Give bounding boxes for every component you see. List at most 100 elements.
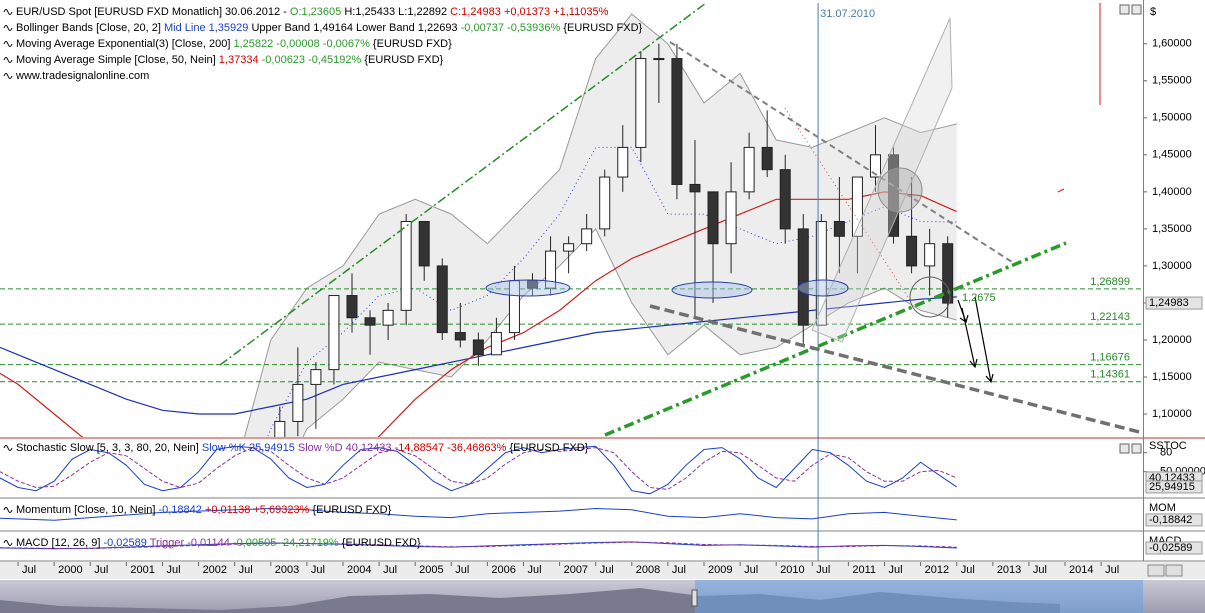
candle-body [472, 339, 484, 356]
y-tick-label: 1,35000 [1152, 223, 1192, 235]
x-tick-label: Jul [94, 564, 108, 576]
x-tick-label: 2000 [58, 564, 82, 576]
candle-body [797, 228, 809, 326]
x-tick-label: 2006 [491, 564, 515, 576]
level-label: 1,26899 [1090, 276, 1130, 288]
legend-text: -0,18842 [158, 504, 201, 516]
last-value-label: 1,24983 [1149, 297, 1189, 309]
legend-text: Moving Average Exponential(3) [Close, 20… [16, 38, 233, 50]
x-axis-strip [0, 562, 1205, 579]
legend-text: -0,00623 -0,45192% [259, 54, 362, 66]
navigator [0, 564, 1205, 613]
candle-body [436, 265, 448, 334]
x-tick-label: Jul [1033, 564, 1047, 576]
candle-body [274, 420, 286, 437]
y-tick-label: 1,55000 [1152, 75, 1192, 87]
channel [811, 17, 953, 343]
legend-icon [3, 41, 13, 47]
legend-entry: MACD [12, 26, 9] -0,02589 Trigger -0,011… [16, 537, 421, 549]
axis-unit: $ [1150, 6, 1156, 18]
legend-text: -0,02589 [103, 537, 146, 549]
y-tick-label: 1,30000 [1152, 260, 1192, 272]
indicator-line [0, 447, 957, 490]
close-button[interactable] [1131, 443, 1142, 454]
close-button[interactable] [1131, 4, 1142, 15]
ellipse [485, 279, 571, 297]
legend-text: Bollinger Bands [Close, 20, 2] [16, 22, 164, 34]
candle-body [617, 146, 629, 178]
y-tick-label: 80 [1160, 447, 1172, 459]
panel-label: SSTOC [1149, 440, 1187, 452]
candle-body [581, 228, 593, 245]
legend-text: {EURUSD FXD} [361, 54, 443, 66]
price-panel [0, 13, 1143, 437]
legend-text: www.tradesignalonline.com [15, 70, 149, 82]
legend-text: Moving Average Simple [Close, 50, Nein] [16, 54, 219, 66]
legend-icon [3, 73, 13, 79]
legend-text: -14,88547 -36,46863% [391, 442, 506, 454]
legend-text: Slow %K 25,94915 [202, 442, 295, 454]
x-tick-label: Jul [600, 564, 614, 576]
trend-line [649, 304, 1144, 435]
legend-entry: Bollinger Bands [Close, 20, 2] Mid Line … [16, 22, 643, 34]
ellipse [797, 279, 849, 297]
x-tick-label: 2013 [997, 564, 1021, 576]
legend-icon [3, 445, 13, 451]
legend-entry: EUR/USD Spot [EURUSD FXD Monatlich] 30.0… [16, 6, 609, 18]
legend-text: +0,01138 +5,69323% [202, 504, 310, 516]
legend-icon [3, 9, 13, 15]
x-tick-label: 2005 [419, 564, 443, 576]
x-tick-label: Jul [961, 564, 975, 576]
x-tick-label: 2008 [636, 564, 660, 576]
annotation-label: 1,2675 [962, 292, 996, 304]
x-tick-label: Jul [22, 564, 36, 576]
legend-text: C:1,24983 +0,01373 +1,11035% [450, 6, 608, 18]
candle-body [400, 220, 412, 311]
candle-body [418, 220, 430, 267]
candle-body [563, 243, 575, 252]
x-tick-label: 2003 [275, 564, 299, 576]
candle-body [888, 154, 900, 237]
legend-entry: Momentum [Close, 10, Nein] -0,18842 +0,0… [16, 504, 392, 516]
x-tick-label: 2007 [564, 564, 588, 576]
bollinger-upper [244, 13, 957, 437]
data-layer [0, 3, 1143, 561]
circle [909, 276, 951, 318]
legend-text: {EURUSD FXD} [560, 22, 642, 34]
trend-line [669, 41, 1013, 263]
candle-body [310, 369, 322, 385]
candle-body [689, 183, 701, 193]
x-tick-label: 2014 [1069, 564, 1093, 576]
candle-body [761, 146, 773, 171]
x-tick-label: 2009 [708, 564, 732, 576]
legend-text: 1,37334 [219, 54, 259, 66]
legend-text: Momentum [Close, 10, Nein] [16, 504, 158, 516]
navigator-window[interactable] [695, 580, 1143, 613]
restore-button[interactable] [1119, 443, 1130, 454]
y-tick-label: 1,15000 [1152, 371, 1192, 383]
circle [877, 167, 923, 213]
window-buttons [1119, 4, 1142, 454]
x-tick-label: 2010 [780, 564, 804, 576]
y-tick-label: 1,20000 [1152, 334, 1192, 346]
restore-button[interactable] [1119, 4, 1130, 15]
zoom-button[interactable] [1147, 564, 1165, 577]
x-tick-label: Jul [527, 564, 541, 576]
candle-body [779, 169, 791, 230]
legend-text: Stochastic Slow [5, 3, 3, 80, 20, Nein] [16, 442, 202, 454]
last-value-box [1145, 541, 1203, 555]
indicator-line [0, 445, 957, 495]
trend-line [219, 2, 707, 366]
y-tick-label: 1,45000 [1152, 149, 1192, 161]
legend-entry: Stochastic Slow [5, 3, 3, 80, 20, Nein] … [16, 442, 589, 454]
x-tick-label: Jul [239, 564, 253, 576]
zoom-button[interactable] [1165, 564, 1183, 577]
legend-text: {EURUSD FXD} [339, 537, 421, 549]
legend-text: H:1,25433 L:1,22892 [341, 6, 450, 18]
legend-icon [3, 540, 13, 546]
candle-body [851, 176, 863, 237]
candle-body [924, 243, 936, 267]
legend-text: -0,00737 -0,53936% [461, 22, 561, 34]
drawing-tools [219, 2, 1144, 437]
navigator-handle[interactable] [691, 589, 698, 607]
